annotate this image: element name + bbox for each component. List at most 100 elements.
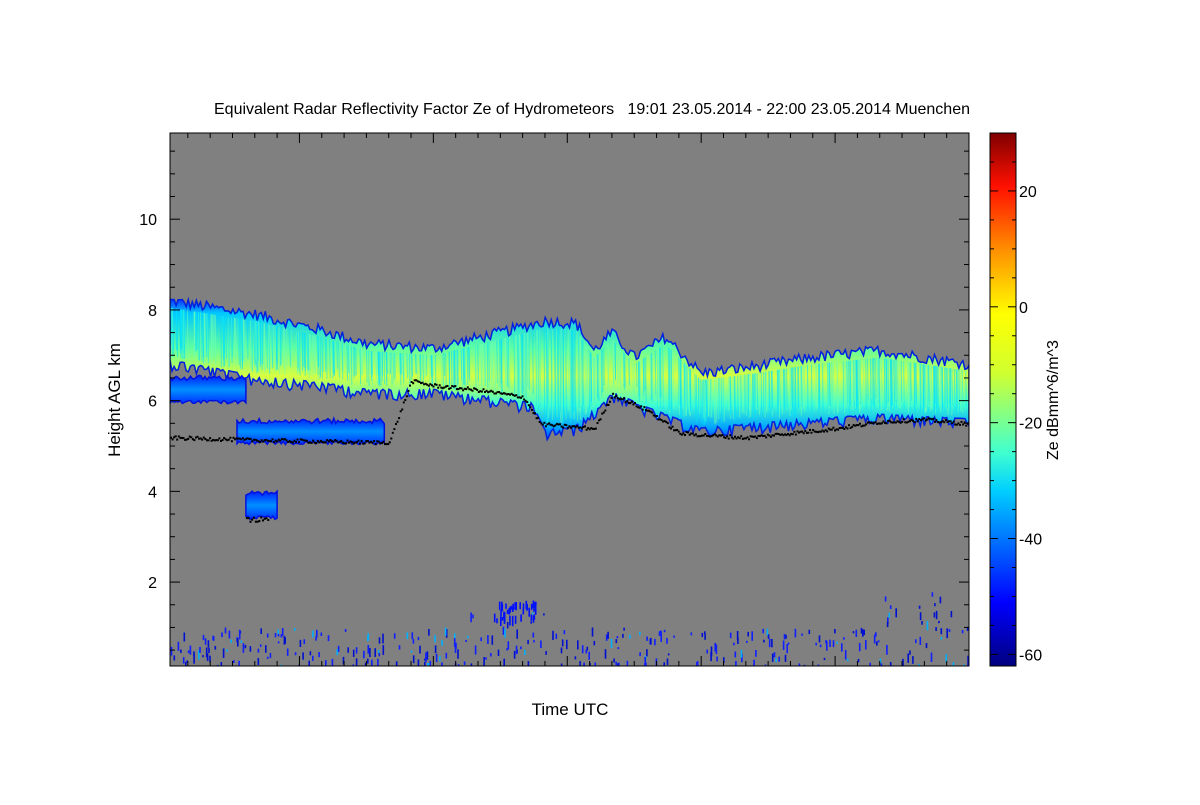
surface-echo (498, 650, 500, 656)
fall-streak (708, 379, 709, 416)
fall-streak (315, 336, 316, 375)
fall-streak (849, 361, 850, 404)
fall-streak (629, 358, 630, 385)
ceilometer-dot (218, 437, 220, 439)
ceilometer-dot (545, 425, 547, 427)
surface-echo (660, 631, 662, 635)
ceilometer-dot (607, 404, 609, 406)
ceilometer-dot (901, 421, 903, 423)
surface-echo (586, 649, 588, 653)
surface-echo (711, 647, 713, 657)
fall-streak (404, 353, 405, 380)
surface-echo (345, 629, 347, 632)
fall-streak (658, 348, 659, 405)
surface-echo (765, 665, 767, 670)
ceilometer-dot (472, 390, 474, 392)
surface-echo (515, 616, 517, 624)
fall-streak (533, 331, 534, 394)
surface-echo (446, 653, 448, 659)
surface-echo (458, 664, 460, 672)
surface-echo (230, 640, 232, 643)
fall-streak (528, 332, 529, 387)
surface-echo (774, 652, 776, 657)
surface-echo (646, 649, 648, 656)
fall-streak (687, 366, 688, 414)
fall-streak (745, 375, 746, 411)
ceilometer-dot (765, 436, 767, 438)
ceilometer-dot (439, 384, 441, 386)
fall-streak (579, 334, 580, 408)
surface-echo (639, 652, 641, 656)
surface-echo (920, 612, 922, 620)
fall-streak (915, 363, 916, 413)
ceilometer-dot (433, 386, 435, 388)
fall-streak (834, 362, 835, 414)
ceilometer-dot (393, 428, 395, 430)
fall-streak (832, 362, 833, 402)
surface-echo (503, 659, 505, 668)
fall-streak (201, 313, 202, 352)
fall-streak (589, 350, 590, 409)
surface-echo (270, 653, 272, 658)
fall-streak (923, 364, 924, 413)
surface-echo (526, 604, 528, 611)
ceilometer-dot (272, 438, 274, 440)
fall-streak (456, 350, 457, 382)
ceilometer-dot (345, 442, 347, 444)
ceilometer-dot (651, 412, 653, 414)
fall-streak (409, 354, 410, 386)
surface-echo (615, 662, 617, 666)
fall-streak (308, 334, 309, 371)
surface-echo (374, 648, 376, 657)
fall-streak (738, 376, 739, 420)
ceilometer-dot (729, 434, 731, 436)
surface-echo (193, 655, 195, 664)
surface-echo (434, 635, 436, 642)
fall-streak (339, 342, 340, 377)
ceilometer-dot (936, 419, 938, 421)
fall-streak (461, 349, 462, 381)
ceilometer-dot (726, 435, 728, 437)
fall-streak (575, 330, 576, 420)
fall-streak (334, 341, 335, 374)
surface-echo (691, 632, 693, 635)
fall-streak (655, 351, 656, 396)
ceilometer-dot (253, 517, 255, 519)
fall-streak (608, 343, 609, 381)
surface-echo (856, 630, 858, 637)
ceilometer-dot (437, 387, 439, 389)
fall-streak (671, 350, 672, 411)
fall-streak (661, 347, 662, 398)
fall-streak (207, 314, 208, 354)
surface-echo (183, 657, 185, 664)
surface-echo (277, 629, 279, 635)
fall-streak (468, 347, 469, 379)
surface-echo (215, 646, 217, 650)
surface-echo (287, 649, 289, 656)
surface-echo (454, 637, 456, 647)
surface-echo (562, 639, 564, 646)
surface-echo (503, 627, 505, 635)
fall-streak (577, 332, 578, 422)
fall-streak (748, 374, 749, 416)
ceilometer-dot (945, 419, 947, 421)
fall-streak (267, 324, 268, 369)
fall-streak (388, 352, 389, 374)
fall-streak (309, 334, 310, 371)
surface-echo (746, 641, 748, 643)
ceilometer-dot (208, 439, 210, 441)
fall-streak (701, 380, 702, 420)
fall-streak (603, 349, 604, 392)
fall-streak (497, 340, 498, 383)
ceilometer-dot (364, 442, 366, 444)
ceilometer-dot (847, 428, 849, 430)
fall-streak (290, 330, 291, 367)
surface-echo (861, 628, 863, 634)
ceilometer-dot (562, 427, 564, 429)
colorbar-label: Ze dBmm^6/m^3 (1045, 340, 1062, 460)
fall-streak (389, 352, 390, 380)
ceilometer-dot (250, 521, 252, 523)
ceilometer-dot (609, 401, 611, 403)
surface-echo (424, 662, 426, 668)
ceilometer-dot (222, 439, 224, 441)
